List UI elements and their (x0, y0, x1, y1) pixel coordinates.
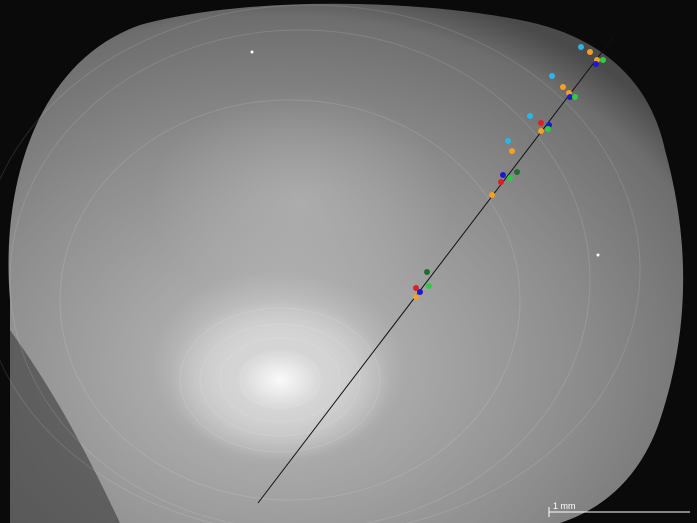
micrograph: 1 mm (0, 0, 697, 523)
dot (507, 175, 513, 181)
dot (413, 294, 419, 300)
speck (251, 51, 254, 54)
dot (505, 138, 511, 144)
dot (489, 192, 495, 198)
dot (417, 289, 423, 295)
dot (509, 148, 515, 154)
scale-bar-label: 1 mm (553, 501, 576, 511)
dot (424, 269, 430, 275)
speck (597, 254, 600, 257)
dot (578, 44, 584, 50)
inner-zone (150, 90, 450, 310)
dot (498, 179, 504, 185)
dot (527, 113, 533, 119)
dot (426, 283, 432, 289)
dot (545, 126, 551, 132)
dot (500, 172, 506, 178)
dot (572, 94, 578, 100)
dot (538, 128, 544, 134)
dot (538, 120, 544, 126)
dot (593, 61, 599, 67)
dot (549, 73, 555, 79)
dot (587, 49, 593, 55)
dot (560, 84, 566, 90)
dot (600, 57, 606, 63)
dot (514, 169, 520, 175)
